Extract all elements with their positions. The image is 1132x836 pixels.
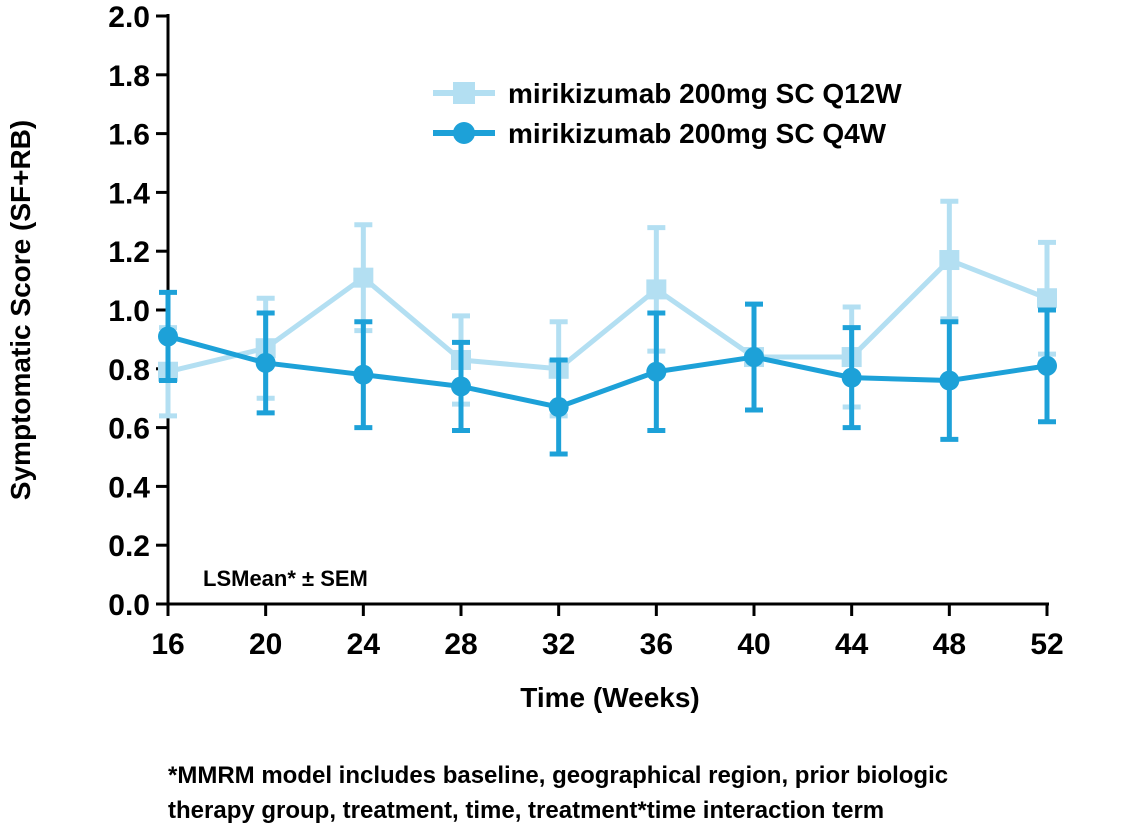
x-axis-ticks: 16 20 24 28 32 36 40 44 48 52 [151,604,1064,661]
series-2 [158,289,1057,457]
y-tick-label: 0.6 [108,413,150,446]
legend-marker [453,122,475,144]
data-point [939,370,960,391]
x-tick-label: 20 [249,628,282,661]
legend-item-2: mirikizumab 200mg SC Q4W [433,118,887,149]
x-tick-label: 28 [444,628,477,661]
x-tick-label: 48 [933,628,966,661]
y-tick-label: 1.0 [108,295,150,328]
x-axis-title: Time (Weeks) [520,682,699,713]
x-tick-label: 44 [835,628,869,661]
series-line [167,257,1048,375]
data-point [646,279,667,300]
series-1 [158,198,1057,419]
x-tick-label: 32 [542,628,575,661]
legend-label: mirikizumab 200mg SC Q4W [508,118,887,149]
y-tick-label: 0.4 [108,471,150,504]
footnote-line-1: *MMRM model includes baseline, geographi… [168,762,949,789]
y-tick-label: 1.8 [108,60,150,93]
data-point [353,267,374,288]
y-tick-label: 0.0 [108,589,150,622]
data-point [451,376,471,397]
chart: 0.0 0.2 0.4 0.6 0.8 1.0 1.2 1.4 1.6 1.8 2.0 16 20 24… [5,1,1064,713]
y-tick-label: 0.8 [108,354,150,387]
x-tick-label: 16 [151,628,184,661]
y-tick-label: 2.0 [108,1,150,34]
x-tick-label: 52 [1030,628,1063,661]
series-line [167,334,1048,410]
x-tick-label: 36 [640,628,673,661]
data-point [744,347,764,368]
data-point [158,326,178,347]
data-point [353,364,374,385]
data-point [1037,288,1057,309]
series-layer [158,198,1057,457]
data-point [841,367,862,388]
data-point [255,352,276,373]
stat-annotation: LSMean* ± SEM [203,566,368,591]
data-point [1037,355,1057,376]
y-tick-label: 0.2 [108,530,150,563]
x-tick-label: 40 [737,628,770,661]
legend-marker [453,82,475,104]
data-point [939,250,960,271]
y-tick-label: 1.4 [108,177,150,210]
footnote-line-2: therapy group, treatment, time, treatmen… [168,797,885,824]
y-axis-ticks: 0.0 0.2 0.4 0.6 0.8 1.0 1.2 1.4 1.6 1.8 2.0 [108,1,168,622]
legend-item-1: mirikizumab 200mg SC Q12W [433,78,902,109]
data-point [548,397,569,418]
legend: mirikizumab 200mg SC Q12W mirikizumab 200… [433,78,902,149]
legend-label: mirikizumab 200mg SC Q12W [508,78,902,109]
y-tick-label: 1.2 [108,236,150,269]
y-tick-label: 1.6 [108,119,150,152]
data-point [646,361,667,382]
y-axis-title: Symptomatic Score (SF+RB) [5,120,36,500]
x-tick-label: 24 [347,628,381,661]
